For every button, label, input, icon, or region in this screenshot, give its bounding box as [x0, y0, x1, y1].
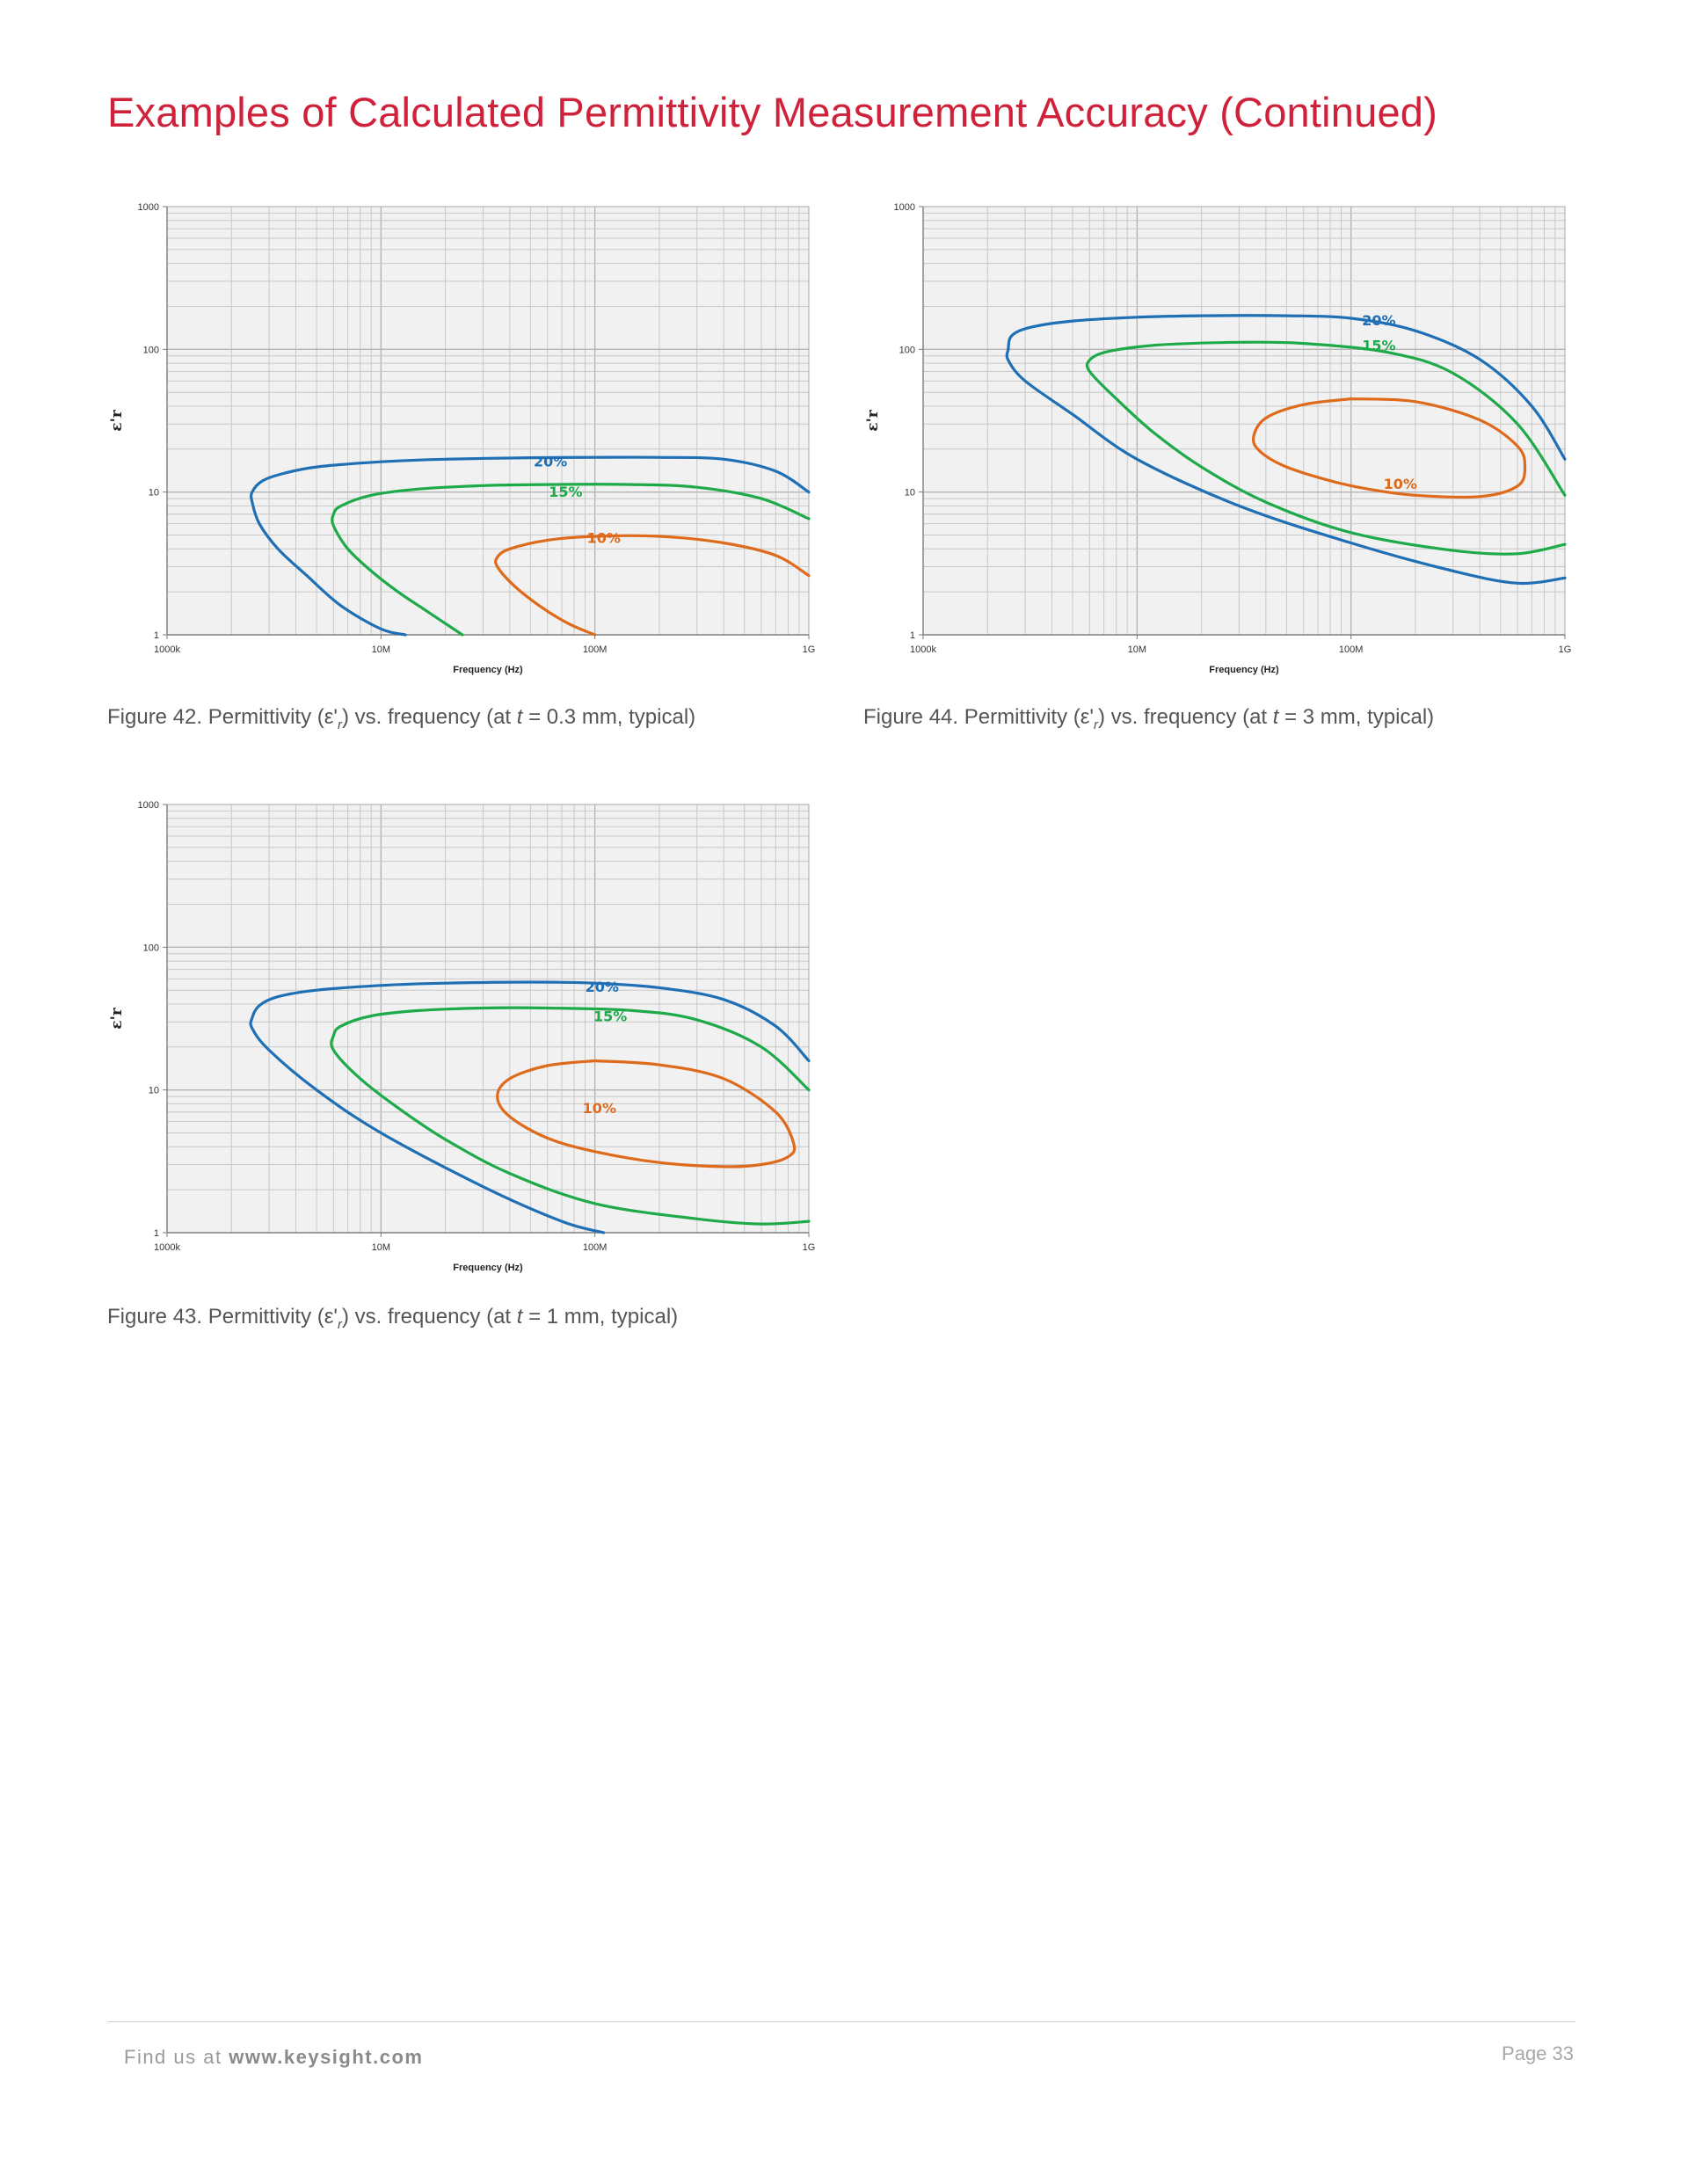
x-tick-label: 10M [372, 644, 390, 655]
chart-figure-44: 1 10 100 1000 1000k 10M 100M 1G Frequency (Hz) ε'… [864, 202, 1572, 675]
chart-figure-43: 1 10 100 1000 1000k 10M 100M 1G Frequency (Hz) ε'… [108, 800, 816, 1273]
figure-44-caption: Figure 44. Permittivity (ε'r) vs. freque… [863, 705, 1434, 732]
caption-42-var: t [516, 705, 523, 729]
footer-divider [107, 2021, 1575, 2022]
plot-area [923, 207, 1565, 635]
caption-42-sub: r [338, 717, 343, 732]
y-tick-label: 100 [143, 345, 159, 355]
y-axis-title: ε'r [864, 409, 882, 432]
plot-area [167, 804, 809, 1233]
y-tick-label: 1000 [138, 800, 159, 811]
x-tick-label: 1G [803, 644, 816, 655]
x-axis-title: Frequency (Hz) [453, 665, 523, 675]
y-axis-title: ε'r [108, 409, 126, 432]
series-line-20pct [249, 980, 811, 1234]
x-tick-label: 1000k [154, 644, 180, 655]
page-title: Examples of Calculated Permittivity Meas… [107, 89, 1437, 135]
series-label-10pct: 10% [1384, 476, 1417, 492]
series-line-10pct [496, 1059, 797, 1168]
caption-44-sub: r [1094, 717, 1099, 732]
figure-42-caption: Figure 42. Permittivity (ε'r) vs. freque… [107, 705, 695, 732]
x-tick-label: 100M [1339, 644, 1364, 655]
grid [166, 804, 809, 1234]
y-tick-label: 10 [149, 1086, 159, 1096]
series-line-10pct [1251, 397, 1527, 499]
x-tick-label: 1000k [154, 1242, 180, 1253]
y-axis-title: ε'r [108, 1007, 126, 1030]
grid [166, 207, 809, 636]
chart-figure-42: 1 10 100 1000 1000k 10M 100M 1G Frequency (Hz) ε'… [108, 202, 816, 675]
series-line-15pct [1085, 340, 1567, 556]
x-tick-label: 1G [1559, 644, 1572, 655]
series-line-15pct [330, 1006, 811, 1226]
series-group: 20% 15% 10% [249, 979, 811, 1234]
caption-43-post: = 1 mm, typical) [522, 1305, 679, 1329]
series-label-20pct: 20% [1362, 312, 1395, 329]
y-tick-label: 1000 [894, 202, 915, 213]
series-label-20pct: 20% [534, 453, 567, 470]
series-line-15pct [331, 483, 811, 637]
y-tick-label: 100 [899, 345, 915, 355]
series-label-20pct: 20% [586, 979, 619, 995]
x-tick-label: 100M [583, 1242, 608, 1253]
footer-website-link[interactable]: www.keysight.com [229, 2046, 424, 2068]
y-tick-label: 10 [149, 488, 159, 499]
y-tick-label: 10 [905, 488, 915, 499]
caption-43-sub: r [338, 1316, 343, 1332]
caption-44-mid: ) vs. frequency (at [1098, 705, 1273, 729]
caption-42-mid: ) vs. frequency (at [342, 705, 517, 729]
x-tick-label: 10M [372, 1242, 390, 1253]
series-group: 20% 15% 10% [1005, 312, 1567, 586]
caption-43-mid: ) vs. frequency (at [342, 1305, 517, 1329]
y-tick-label: 1000 [138, 202, 159, 213]
footer-find-us: Find us at www.keysight.com [124, 2046, 423, 2069]
y-tick-label: 100 [143, 943, 159, 953]
x-tick-label: 10M [1128, 644, 1146, 655]
series-label-10pct: 10% [587, 529, 621, 546]
y-tick-label: 1 [910, 630, 915, 641]
x-tick-label: 1000k [910, 644, 936, 655]
caption-44-pre: Figure 44. Permittivity (ε' [863, 705, 1095, 729]
page-number: Page 33 [1502, 2042, 1574, 2064]
y-tick-label: 1 [154, 630, 159, 641]
plot-area [167, 207, 809, 635]
series-line-20pct [249, 455, 811, 637]
series-line-10pct [494, 534, 811, 637]
x-axis-title: Frequency (Hz) [1209, 665, 1279, 675]
figure-43-caption: Figure 43. Permittivity (ε'r) vs. freque… [107, 1305, 678, 1332]
caption-43-pre: Figure 43. Permittivity (ε' [107, 1305, 338, 1329]
caption-42-pre: Figure 42. Permittivity (ε' [107, 705, 338, 729]
series-line-20pct [1005, 314, 1567, 586]
caption-44-var: t [1272, 705, 1279, 729]
series-label-15pct: 15% [549, 484, 582, 500]
caption-44-post: = 3 mm, typical) [1278, 705, 1435, 729]
y-tick-label: 1 [154, 1228, 159, 1239]
x-tick-label: 100M [583, 644, 608, 655]
footer-find-prefix: Find us at [124, 2046, 222, 2068]
caption-42-post: = 0.3 mm, typical) [522, 705, 696, 729]
series-label-15pct: 15% [1362, 338, 1395, 354]
series-label-10pct: 10% [583, 1100, 616, 1117]
series-label-15pct: 15% [593, 1008, 627, 1024]
series-group: 20% 15% 10% [249, 453, 811, 637]
x-axis-title: Frequency (Hz) [453, 1263, 523, 1273]
caption-43-var: t [516, 1305, 523, 1329]
x-tick-label: 1G [803, 1242, 816, 1253]
